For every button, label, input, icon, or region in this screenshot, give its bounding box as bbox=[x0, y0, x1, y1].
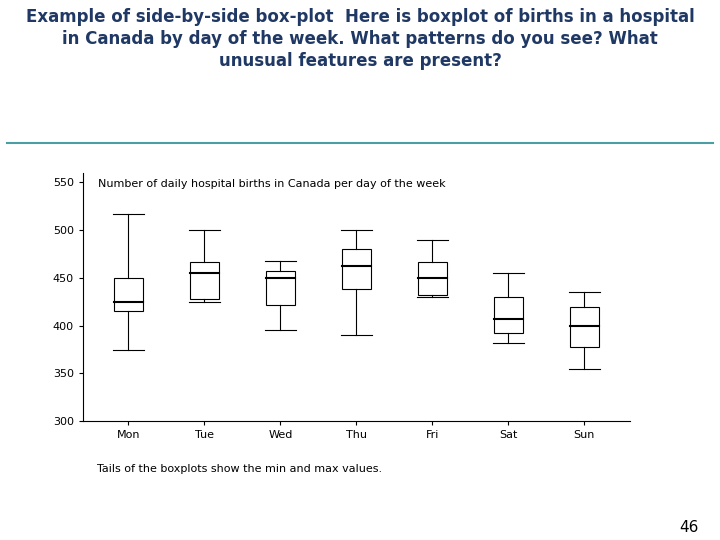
Bar bbox=[114, 278, 143, 312]
Bar bbox=[342, 249, 371, 289]
Text: 46: 46 bbox=[679, 519, 698, 535]
Bar bbox=[266, 271, 295, 305]
Text: Example of side-by-side box-plot  Here is boxplot of births in a hospital
in Can: Example of side-by-side box-plot Here is… bbox=[26, 8, 694, 71]
Bar bbox=[570, 307, 599, 347]
Text: Number of daily hospital births in Canada per day of the week: Number of daily hospital births in Canad… bbox=[98, 179, 446, 190]
Bar bbox=[190, 262, 219, 299]
Bar bbox=[418, 262, 447, 295]
Bar bbox=[494, 297, 523, 333]
Text: Tails of the boxplots show the min and max values.: Tails of the boxplots show the min and m… bbox=[97, 464, 382, 475]
